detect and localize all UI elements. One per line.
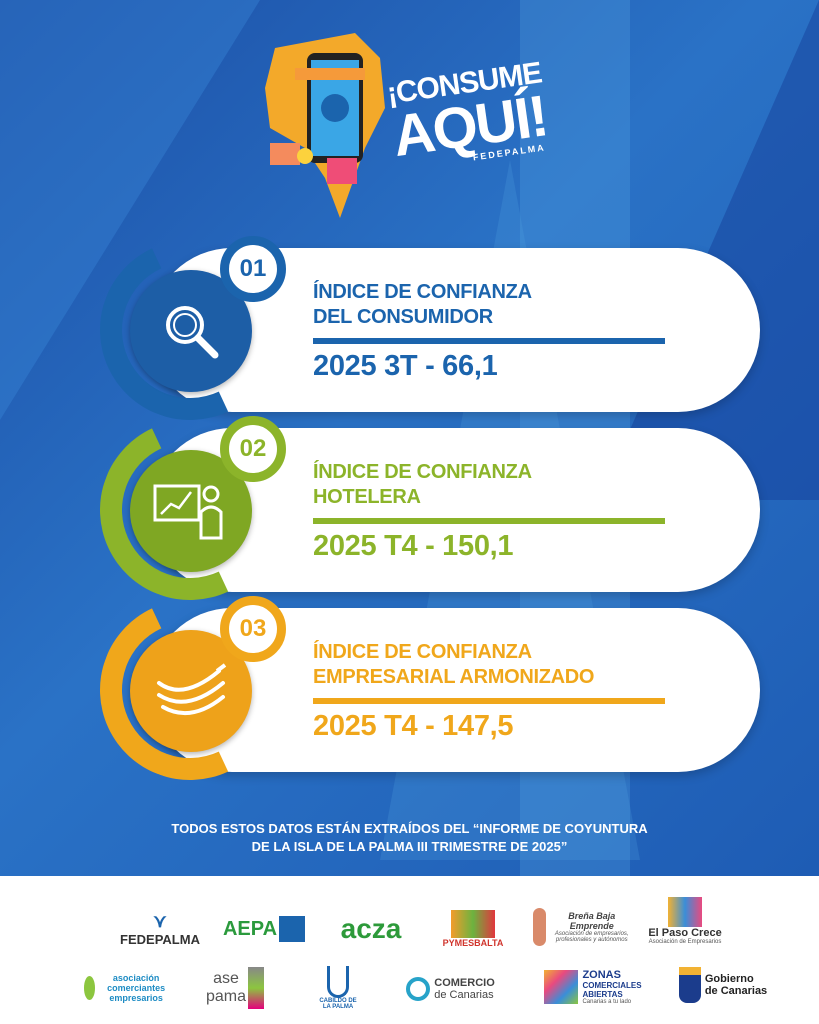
fedepalma-logo: ⋎ FEDEPALMA (120, 910, 200, 947)
zonas-subtext: Canarias a tu lado (582, 999, 632, 1005)
zonas-text2: COMERCIALES (582, 981, 642, 990)
asepama-text1: ase (213, 970, 239, 987)
elpaso-text: El Paso Crece (648, 927, 722, 939)
asociacion-comerciantes-logo: asociación comerciantes empresarios (84, 968, 174, 1008)
consume-aqui-title: ¡CONSUME AQUÍ! FEDEPALMA (385, 56, 552, 173)
indicator-card-consumer: 01 ÍNDICE DE CONFIANZA DEL CONSUMIDOR 202… (74, 214, 760, 446)
aepa-text: AEPA (222, 917, 278, 940)
island-map-icon (265, 33, 385, 218)
card-number: 03 (220, 596, 286, 662)
consume-aqui-logo: ¡CONSUME AQUÍ! FEDEPALMA (245, 28, 575, 223)
gobierno-text1: Gobierno (704, 973, 754, 985)
comercio-text1: COMERCIO (434, 977, 495, 989)
asepama-text2: pama (205, 988, 247, 1005)
comercio-text2: de Canarias (434, 989, 494, 1001)
source-line2: DE LA ISLA DE LA PALMA III TRIMESTRE DE … (251, 839, 568, 854)
aepa-logo: AEPA (220, 912, 308, 946)
source-note: TODOS ESTOS DATOS ESTÁN EXTRAÍDOS DEL “I… (0, 820, 819, 856)
card-title: ÍNDICE DE CONFIANZA DEL CONSUMIDOR (313, 280, 532, 330)
brena-subtext: Asociación de empresarios, profesionales… (554, 931, 629, 943)
zonas-comerciales-logo: ZONAS COMERCIALES ABIERTAS Canarias a tu la… (543, 966, 643, 1008)
brena-baja-logo: Breña Baja Emprende Asociación de empresa… (533, 904, 633, 950)
divider (313, 518, 665, 524)
indicator-card-business: 03 ÍNDICE DE CONFIANZA EMPRESARIAL ARMONI… (74, 574, 760, 806)
title-line1: ÍNDICE DE CONFIANZA (313, 641, 532, 663)
divider (313, 338, 665, 344)
card-value: 2025 T4 - 150,1 (313, 530, 514, 562)
acza-text: acza (340, 913, 402, 944)
source-line1: TODOS ESTOS DATOS ESTÁN EXTRAÍDOS DEL “I… (171, 821, 648, 836)
card-title: ÍNDICE DE CONFIANZA EMPRESARIAL ARMONIZAD… (313, 640, 594, 690)
card-number: 01 (220, 236, 286, 302)
elpaso-subtext: Asociación de Empresarios (648, 939, 722, 945)
divider (313, 698, 665, 704)
asociacion-text: asociación comerciantes empresarios (107, 973, 166, 1003)
pymesbalta-text: PYMESBALTA (442, 938, 504, 948)
pymesbalta-logo: PYMESBALTA (443, 904, 503, 954)
cabildo-text: CABILDO DE LA PALMA (319, 998, 357, 1010)
card-number: 02 (220, 416, 286, 482)
indicator-card-hotel: 02 ÍNDICE DE CONFIANZA HOTELERA 2025 T4 -… (74, 394, 760, 626)
card-value: 2025 3T - 66,1 (313, 350, 498, 382)
title-line2: HOTELERA (313, 486, 421, 508)
title-line1: ÍNDICE DE CONFIANZA (313, 461, 532, 483)
card-value: 2025 T4 - 147,5 (313, 710, 514, 742)
el-paso-crece-logo: El Paso Crece Asociación de Empresarios (645, 890, 725, 952)
brena-text: Breña Baja Emprende (568, 911, 616, 931)
fedepalma-text: FEDEPALMA (120, 931, 200, 947)
asepama-logo: ase pama (205, 964, 265, 1012)
acza-logo: acza (333, 912, 409, 946)
zonas-text3: ABIERTAS (582, 990, 623, 999)
title-line2: DEL CONSUMIDOR (313, 306, 493, 328)
zonas-text1: ZONAS (582, 969, 621, 981)
title-line2: EMPRESARIAL ARMONIZADO (313, 666, 595, 688)
cabildo-logo: CABILDO DE LA PALMA (318, 958, 358, 1018)
card-title: ÍNDICE DE CONFIANZA HOTELERA (313, 460, 532, 510)
gobierno-text2: de Canarias (704, 985, 768, 997)
sponsor-logos: ⋎ FEDEPALMA AEPA acza PYMESBALTA Breña Ba… (0, 876, 819, 1024)
gobierno-canarias-logo: Gobierno de Canarias (678, 962, 768, 1008)
comercio-canarias-logo: COMERCIO de Canarias (403, 972, 498, 1006)
title-line1: ÍNDICE DE CONFIANZA (313, 281, 532, 303)
